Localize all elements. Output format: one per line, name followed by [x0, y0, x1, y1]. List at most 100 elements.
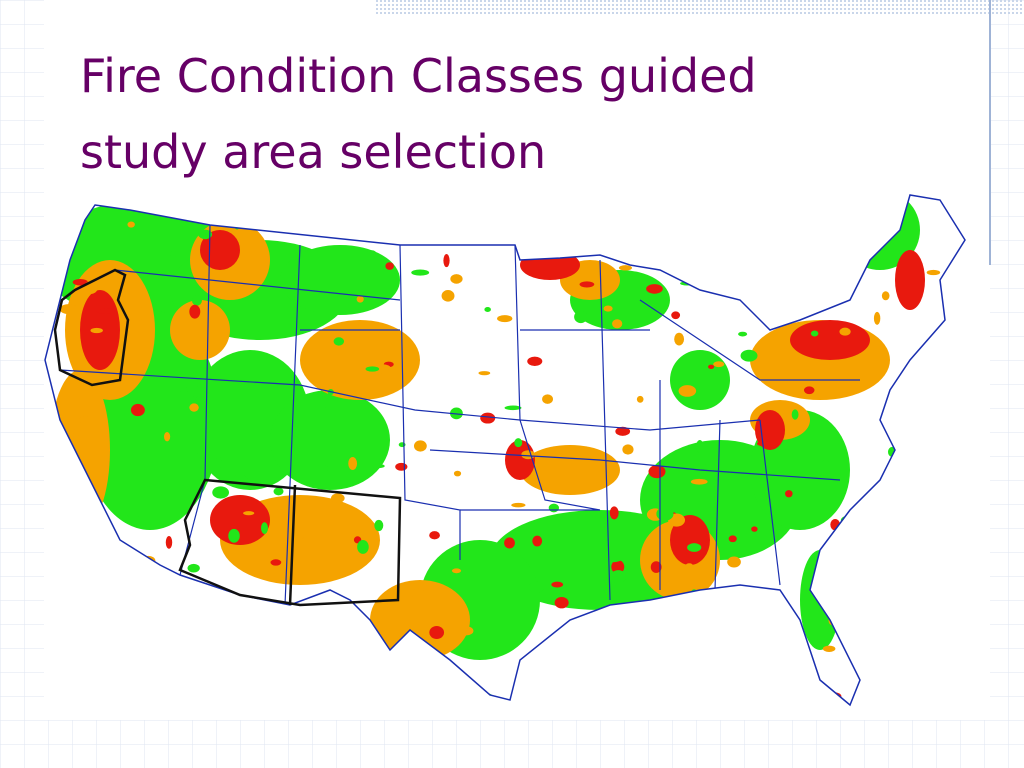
- map-patch: [800, 550, 840, 650]
- map-patch: [708, 364, 715, 369]
- map-patch: [73, 428, 81, 436]
- map-patch: [90, 538, 106, 550]
- background-grid: [0, 720, 1024, 768]
- map-patch: [822, 645, 836, 652]
- state-borders: [59, 224, 860, 606]
- map-patch: [443, 254, 450, 268]
- background-grid: [0, 0, 44, 768]
- map-patch: [77, 466, 84, 481]
- map-patch: [450, 274, 463, 284]
- map-patch: [909, 673, 917, 681]
- map-patch: [190, 617, 207, 627]
- map-patch: [838, 543, 846, 555]
- map-patch: [604, 556, 622, 563]
- map-patch: [853, 561, 866, 566]
- map-patch: [297, 533, 304, 539]
- map-patch: [64, 480, 79, 493]
- map-patch: [900, 546, 917, 558]
- map-patch: [671, 311, 681, 320]
- map-patch: [333, 337, 345, 346]
- map-patch: [810, 330, 819, 337]
- map-patch: [478, 371, 491, 376]
- map-patch: [411, 269, 430, 276]
- map-patch: [670, 350, 730, 410]
- map-patch: [687, 543, 702, 552]
- map-patch: [621, 657, 639, 664]
- map-patch: [270, 390, 390, 490]
- map-patch: [54, 497, 63, 504]
- map-patch: [690, 478, 708, 485]
- map-patch: [574, 310, 588, 324]
- map-patch: [72, 278, 88, 286]
- map-patch: [520, 445, 620, 495]
- map-patch: [273, 635, 288, 645]
- map-patch: [480, 412, 496, 424]
- background-grid: [990, 0, 1024, 768]
- map-patch: [290, 212, 302, 220]
- map-patch: [881, 291, 890, 301]
- map-patch: [89, 195, 106, 199]
- map-patch: [662, 291, 669, 302]
- map-patch: [938, 429, 951, 442]
- map-patch: [45, 654, 55, 666]
- map-patch: [901, 220, 910, 229]
- map-patch: [926, 477, 937, 484]
- fire-condition-map: [44, 194, 966, 706]
- map-patch: [619, 205, 628, 220]
- map-patch: [876, 530, 894, 542]
- map-patch: [243, 511, 255, 516]
- map-patch: [528, 581, 545, 593]
- map-patch: [756, 441, 772, 447]
- map-patch: [738, 331, 748, 337]
- map-patch: [189, 304, 201, 319]
- map-patch: [599, 632, 611, 641]
- map-patch: [745, 674, 754, 679]
- map-patch: [395, 462, 408, 471]
- map-patch: [514, 438, 523, 448]
- map-patch: [609, 506, 619, 520]
- map-patch: [917, 646, 930, 657]
- map-patch: [273, 500, 291, 510]
- map-patch: [374, 364, 392, 374]
- title-line: study area selection: [80, 125, 546, 179]
- map-patch: [689, 460, 706, 471]
- map-patch: [919, 595, 933, 604]
- map-patch: [713, 361, 725, 368]
- map-patch: [917, 551, 934, 558]
- map-patch: [926, 269, 941, 276]
- map-patch: [922, 636, 940, 649]
- map-patch: [280, 245, 400, 315]
- map-patch: [820, 459, 831, 474]
- map-patch: [814, 209, 831, 218]
- map-patch: [521, 450, 536, 460]
- map-patch: [420, 675, 439, 688]
- map-patch: [511, 502, 526, 508]
- map-patch: [429, 531, 440, 540]
- map-patch: [696, 439, 704, 454]
- map-patch: [441, 290, 455, 302]
- map-patch: [273, 487, 284, 496]
- map-patch: [96, 308, 115, 314]
- map-patch: [646, 284, 663, 294]
- study-area-oregon: [53, 268, 130, 387]
- map-patch: [164, 431, 171, 442]
- map-patch: [367, 250, 376, 255]
- map-patch: [885, 581, 897, 594]
- map-patch: [314, 465, 330, 473]
- map-patch: [717, 674, 726, 681]
- map-patch: [685, 685, 700, 696]
- map-patch: [636, 395, 644, 403]
- map-patch: [618, 265, 633, 271]
- map-patch: [751, 526, 758, 532]
- map-patch: [78, 416, 93, 425]
- map-patch: [839, 327, 851, 336]
- map-patch: [678, 385, 697, 397]
- map-patch: [367, 229, 384, 241]
- map-patch: [356, 295, 364, 303]
- map-patch: [622, 444, 634, 455]
- map-patch: [728, 535, 737, 543]
- map-patch: [551, 581, 564, 588]
- map-patch: [261, 522, 268, 534]
- map-patch: [768, 242, 785, 253]
